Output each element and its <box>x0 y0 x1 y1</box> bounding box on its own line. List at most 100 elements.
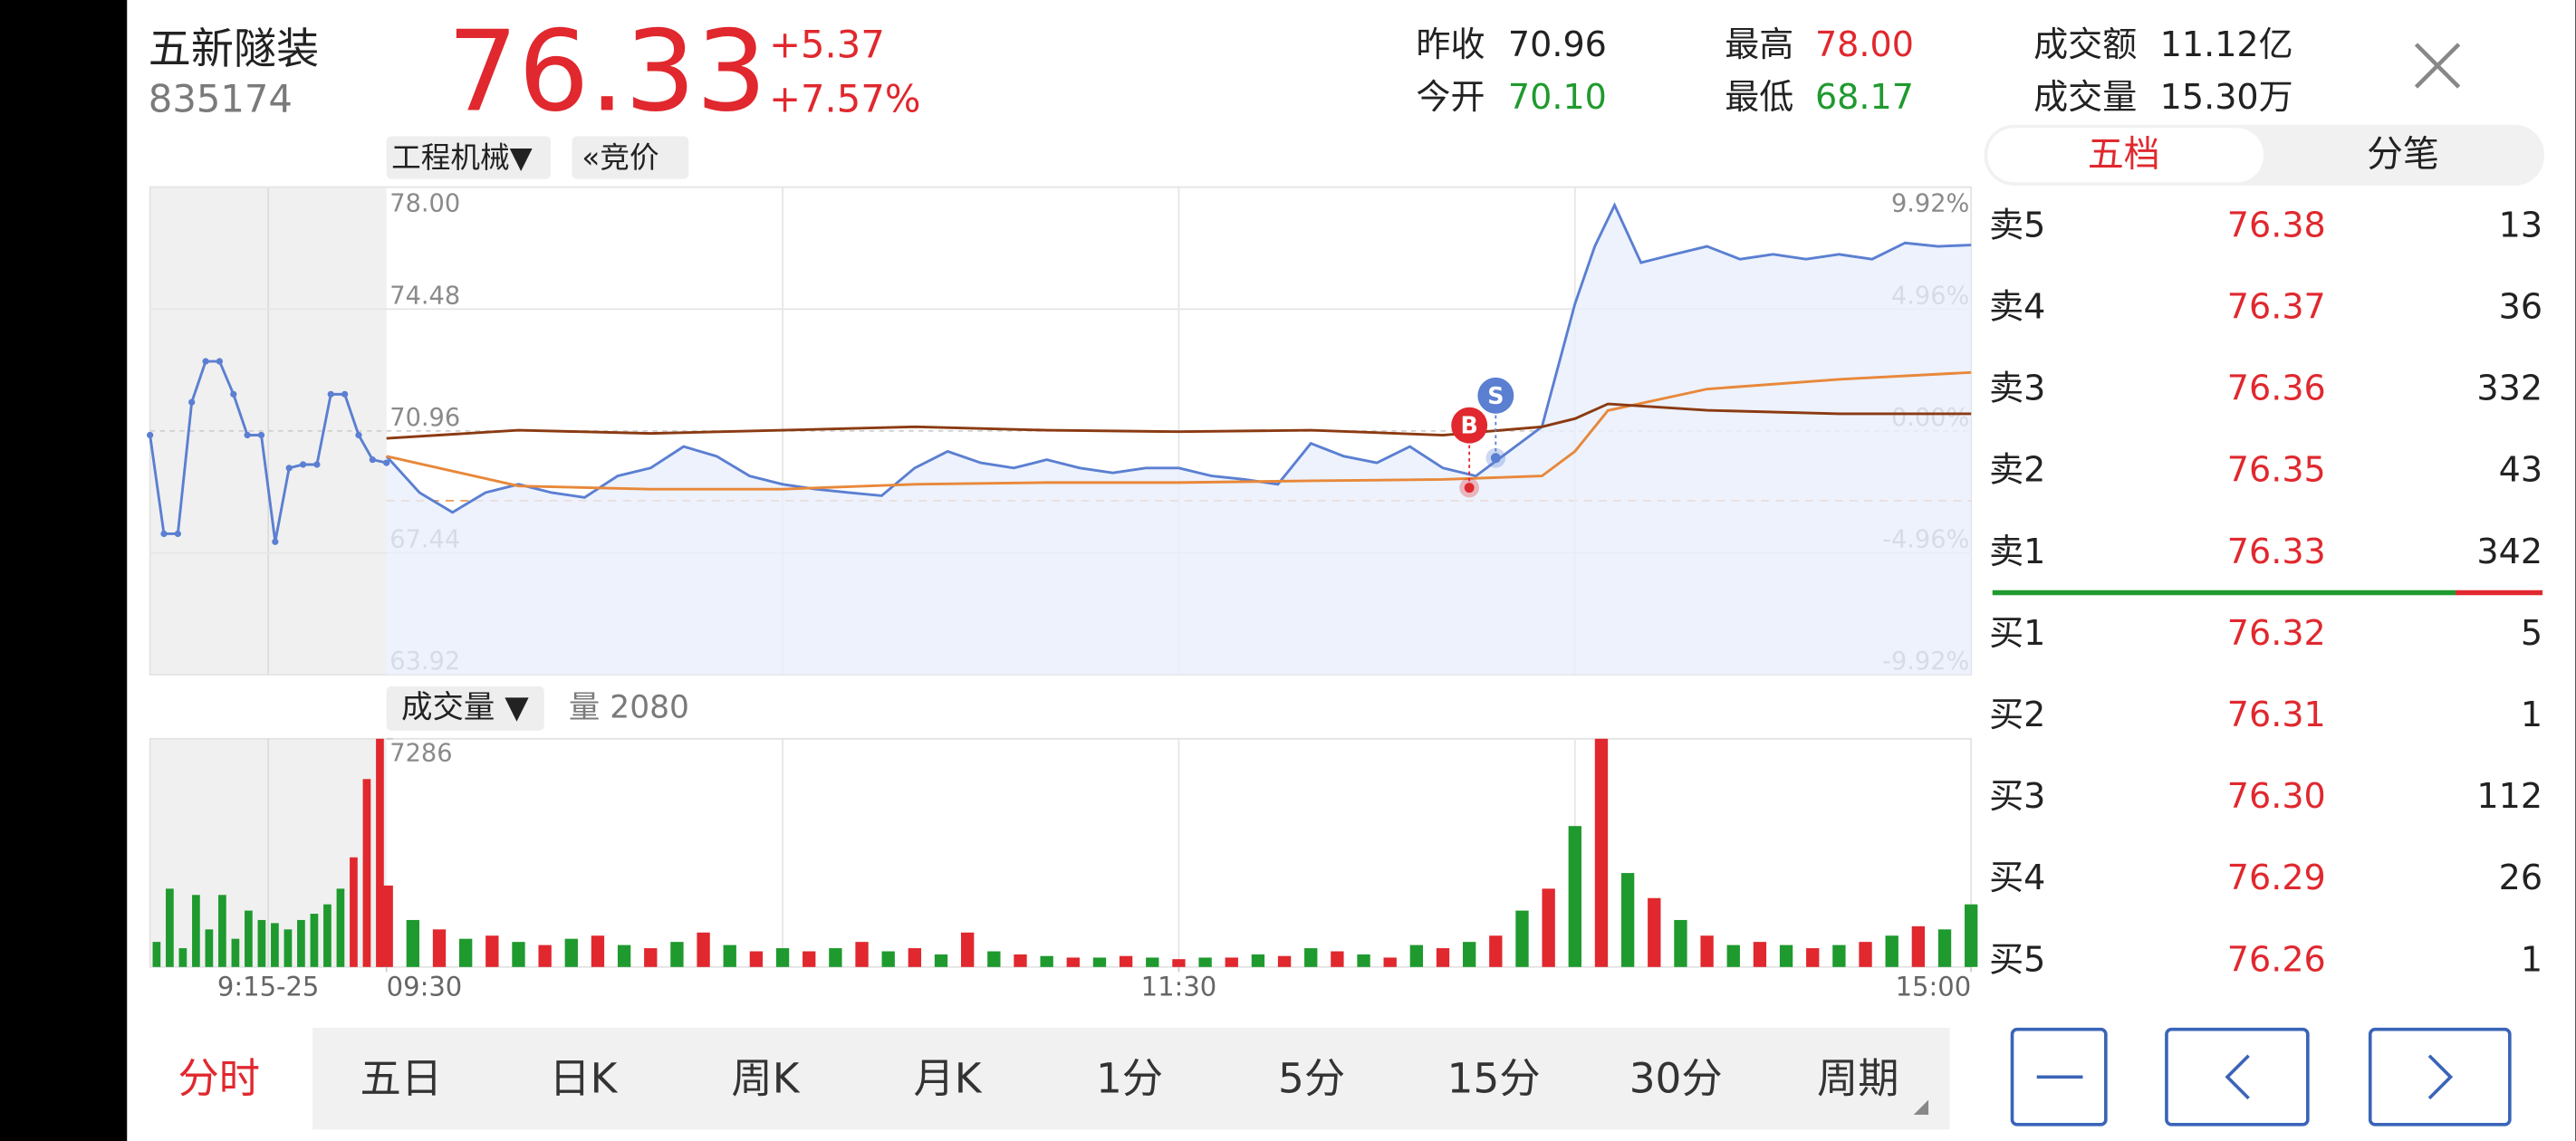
premarket-dot <box>257 431 265 439</box>
auction-label: «竞价 <box>582 140 658 175</box>
volume-bar <box>881 951 895 967</box>
period-tab[interactable]: 分时 <box>178 1055 260 1103</box>
book-price: 76.35 <box>2227 450 2326 490</box>
volume-bar <box>1806 948 1820 967</box>
volume-bar <box>485 935 499 967</box>
volume-title: 成交量 ▼ <box>401 689 529 725</box>
volume-bar <box>1779 944 1793 967</box>
book-label: 买3 <box>1989 776 2045 816</box>
book-volume: 1 <box>2521 939 2542 979</box>
book-price: 76.37 <box>2227 286 2326 326</box>
premarket-dot <box>327 390 334 398</box>
volume-bar <box>1674 919 1687 967</box>
stat-label: 成交额 <box>2033 24 2137 64</box>
premarket-volume-bar <box>218 895 226 967</box>
volume-bar <box>644 948 658 967</box>
book-volume: 5 <box>2521 613 2542 653</box>
volume-bar <box>1409 944 1424 967</box>
auction-button[interactable] <box>572 136 689 179</box>
book-label: 卖3 <box>1989 369 2045 408</box>
premarket-volume-bar <box>284 929 293 967</box>
period-tab[interactable]: 15分 <box>1447 1055 1541 1103</box>
period-tab[interactable]: 周K <box>731 1055 800 1103</box>
volume-bar <box>512 942 525 967</box>
book-tab[interactable]: 五档 <box>2088 133 2160 175</box>
volume-bar <box>1753 942 1767 967</box>
premarket-volume-bar <box>245 910 253 967</box>
premarket-volume-bar <box>350 857 358 967</box>
volume-bar <box>564 938 578 967</box>
period-tab[interactable]: 1分 <box>1096 1055 1163 1103</box>
x-tick-label: 09:30 <box>387 972 463 1002</box>
prev-button[interactable] <box>2165 1027 2310 1127</box>
volume-menu[interactable] <box>386 686 544 731</box>
premarket-dot <box>285 465 293 472</box>
volume-bar <box>1885 935 1898 967</box>
period-bar <box>312 1027 1950 1130</box>
period-tab[interactable]: 五日 <box>360 1055 443 1103</box>
book-label: 卖4 <box>1989 286 2045 326</box>
nav-buttons <box>2010 1027 2512 1127</box>
period-tab[interactable]: 30分 <box>1629 1055 1723 1103</box>
book-price: 76.30 <box>2227 776 2326 816</box>
period-tab[interactable]: 月K <box>913 1055 982 1103</box>
premarket-dot <box>160 530 168 538</box>
left-icon <box>2225 1054 2250 1100</box>
volume-bar <box>1383 957 1397 967</box>
volume-bar <box>1832 944 1846 967</box>
volume-subtitle: 量 2080 <box>569 689 689 725</box>
premarket-volume-bar <box>178 948 187 967</box>
volume-bar <box>1542 888 1555 967</box>
premarket-volume-bar <box>297 919 305 967</box>
book-volume: 1 <box>2521 695 2542 734</box>
series-line <box>386 370 1972 491</box>
book-label: 买5 <box>1989 939 2045 979</box>
trade-badge <box>1477 377 1514 414</box>
volume-bar <box>1463 942 1476 967</box>
stat-value: 68.17 <box>1815 77 1914 117</box>
period-tab[interactable]: 周期 <box>1817 1055 1899 1103</box>
trade-point <box>1464 483 1475 494</box>
volume-bar <box>1040 955 1053 967</box>
right-icon <box>2427 1054 2454 1100</box>
next-button[interactable] <box>2368 1027 2512 1127</box>
volume-bar <box>1146 957 1159 967</box>
premarket-line <box>149 360 388 542</box>
volume-bar <box>987 951 1001 967</box>
premarket-volume-bar <box>205 929 214 967</box>
volume-bar <box>1965 904 1978 967</box>
volume-bar <box>1014 954 1027 967</box>
volume-bar <box>538 944 552 967</box>
book-tab-active[interactable] <box>1987 128 2264 183</box>
book-tab[interactable]: 分笔 <box>2367 133 2439 175</box>
premarket-dot <box>369 456 376 464</box>
volume-bar <box>591 935 605 967</box>
premarket-volume-bar <box>362 779 371 967</box>
stat-label: 最低 <box>1725 77 1793 117</box>
x-tick-label: 11:30 <box>1141 972 1217 1002</box>
volume-bar <box>432 929 447 967</box>
volume-bar <box>1225 957 1238 967</box>
book-volume: 36 <box>2499 286 2542 326</box>
volume-bar <box>829 948 842 967</box>
zoom-out-button[interactable] <box>2010 1027 2108 1127</box>
book-volume: 342 <box>2476 532 2542 571</box>
volume-bar <box>1357 954 1370 967</box>
volume-bar <box>1594 738 1609 967</box>
premarket-dot <box>341 390 349 398</box>
period-tab[interactable]: 日K <box>549 1055 618 1103</box>
book-price: 76.26 <box>2227 939 2326 979</box>
book-price: 76.38 <box>2227 205 2326 244</box>
volume-bar <box>1489 935 1503 967</box>
charts: 78.0074.4870.9667.4463.929.92%4.96%0.00%… <box>147 186 1978 1002</box>
volume-bar <box>961 932 975 967</box>
period-tab[interactable]: 5分 <box>1278 1055 1345 1103</box>
series-line <box>385 202 1972 514</box>
stat-value: 11.12亿 <box>2160 24 2293 64</box>
sector-label: 工程机械▼ <box>391 140 533 175</box>
stat-label: 昨收 <box>1416 24 1485 64</box>
sector-button[interactable] <box>386 136 551 179</box>
series-line <box>386 402 1972 440</box>
close-button[interactable] <box>2414 43 2461 89</box>
volume-bar <box>1066 957 1080 967</box>
